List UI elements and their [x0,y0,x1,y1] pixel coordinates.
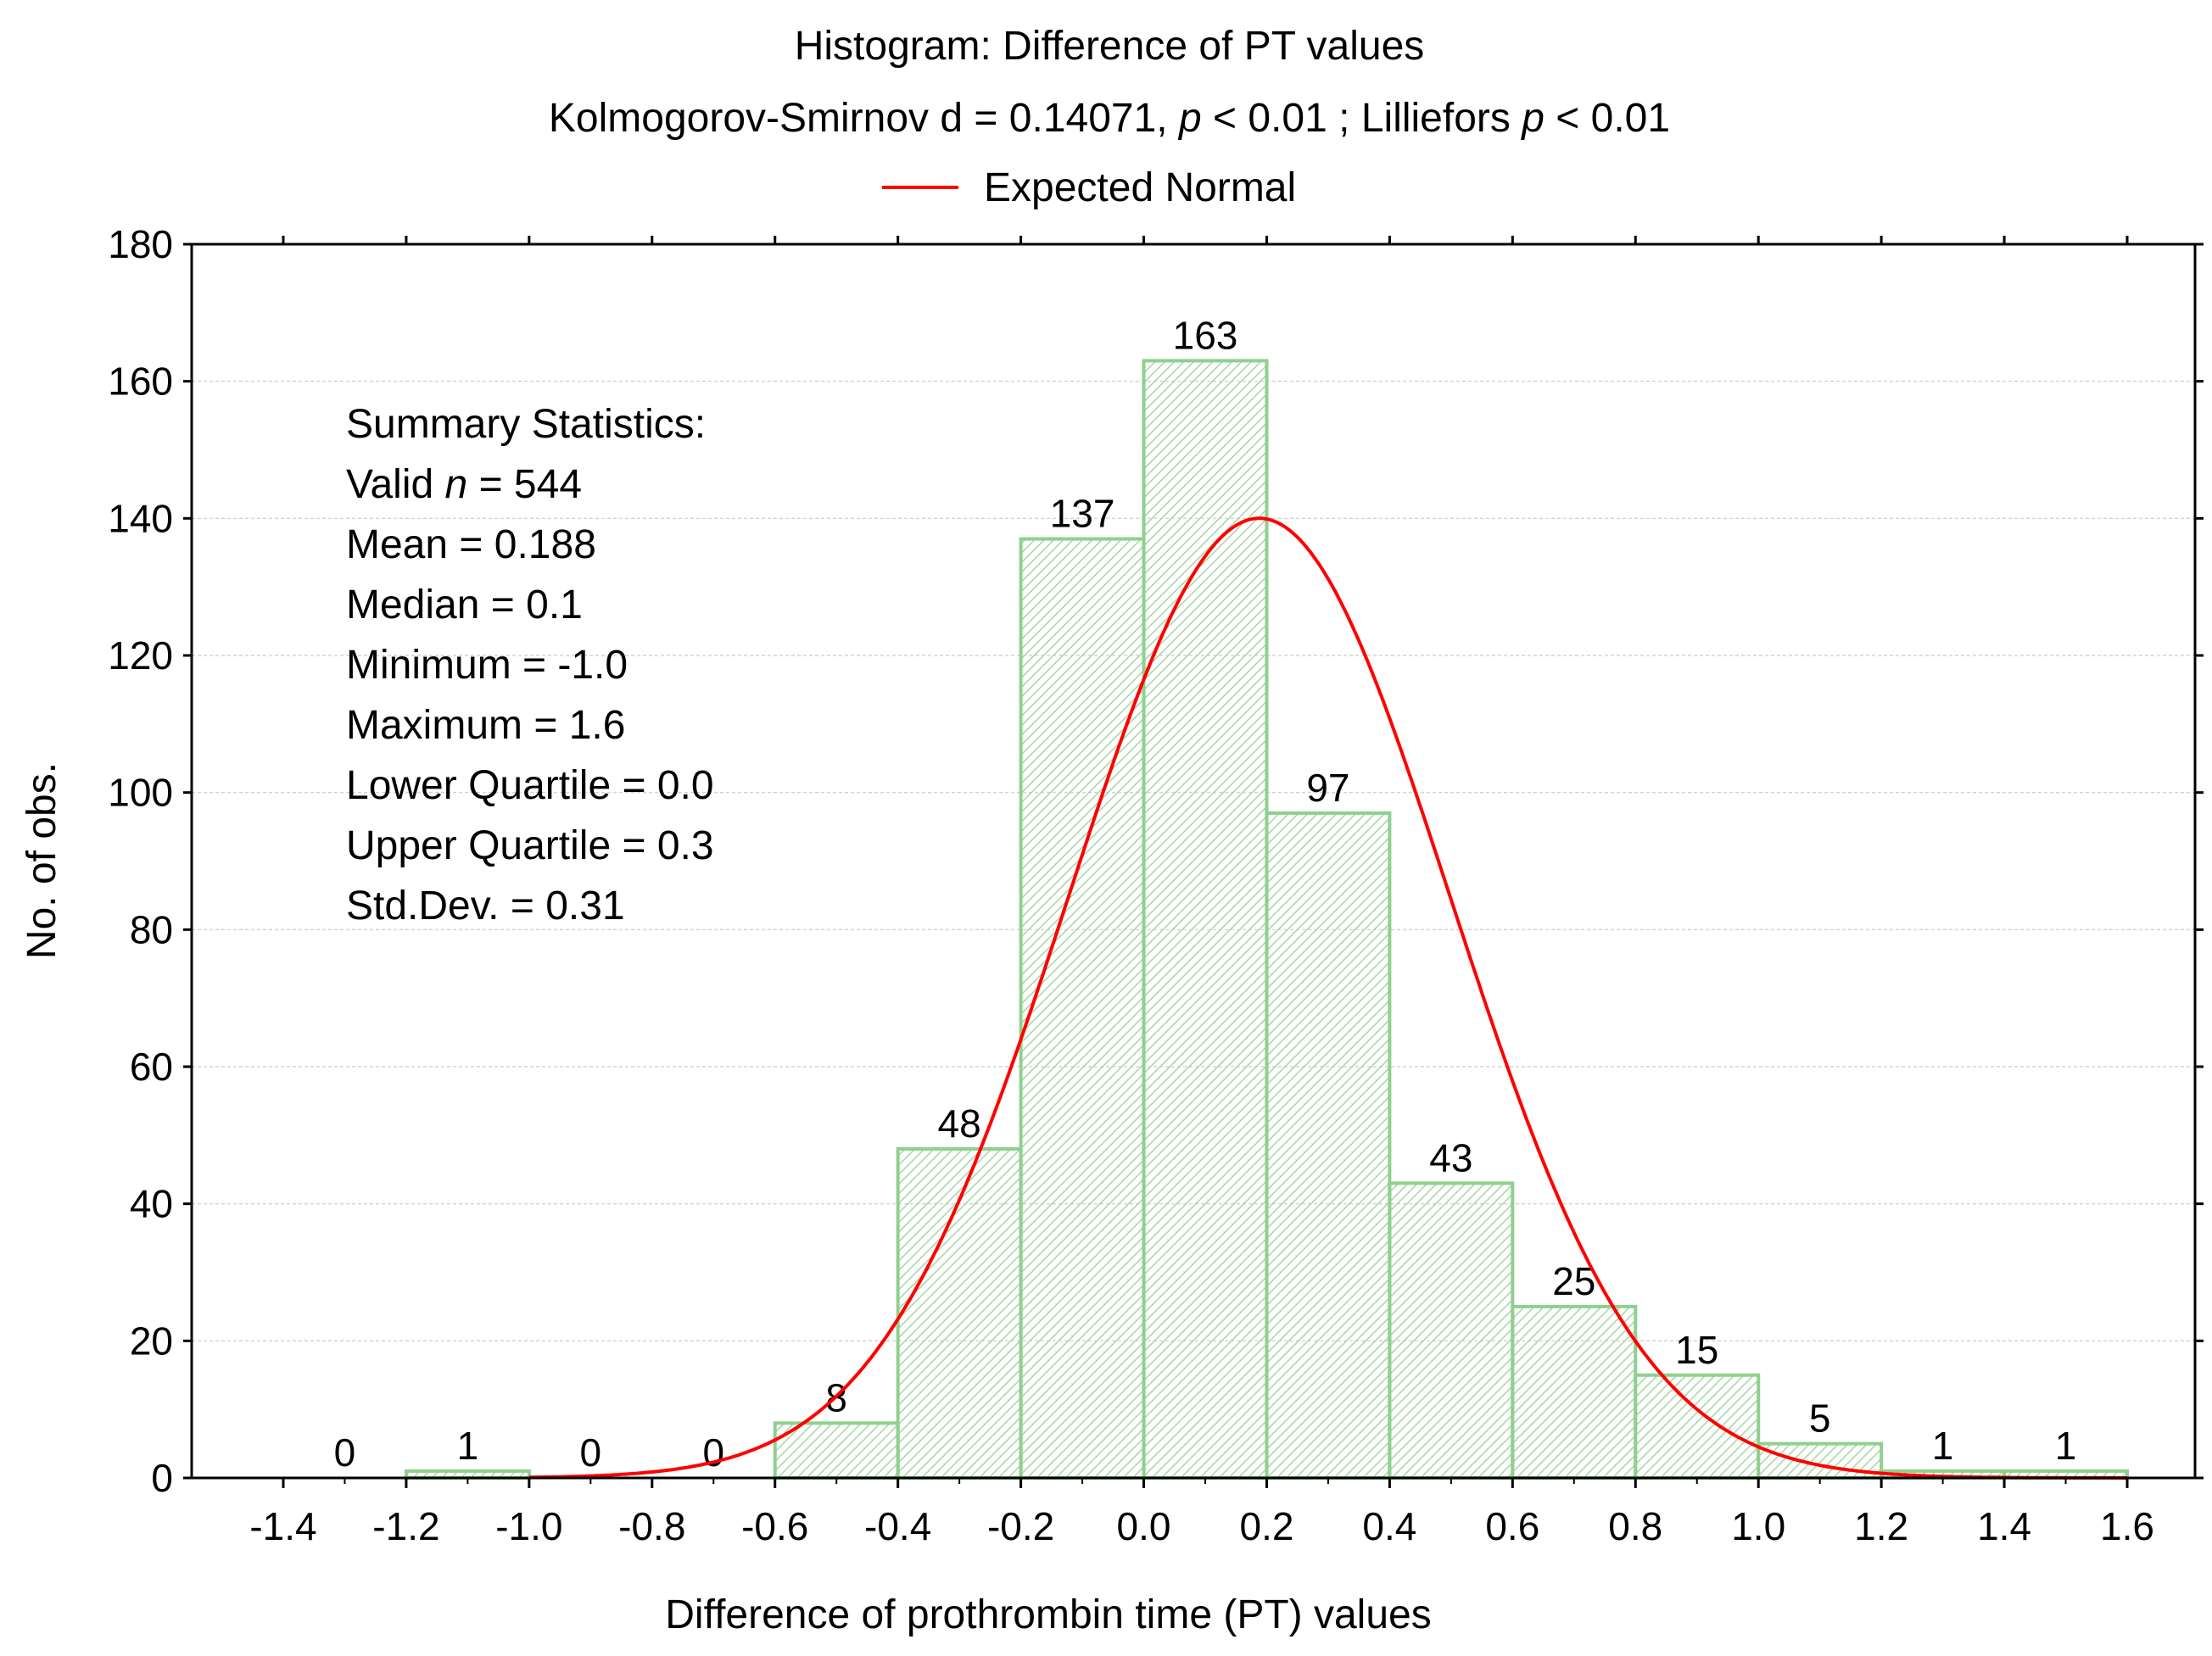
x-tick-label: 1.6 [2100,1504,2154,1548]
summary-minimum: Minimum = -1.0 [346,643,628,688]
histogram-bar [1757,1441,1884,1480]
plot-frame [190,243,2197,1480]
histogram-bar [1511,1304,1638,1480]
subtitle-mid: < 0.01 ; Lilliefors [1213,96,1511,141]
summary-valid-n-symbol: n [445,462,468,507]
x-tick-label: 1.0 [1731,1504,1785,1548]
y-tick-label: 140 [108,496,173,540]
legend-label: Expected Normal [984,165,1296,210]
x-tick-label: 0.2 [1239,1504,1293,1548]
subtitle-suffix: < 0.01 [1556,96,1670,141]
x-axis: -1.4 -1.2 -1.0 -0.8 -0.6 -0.4 -0.2 0.0 0.2 0.4 0.6… [249,236,2154,1548]
bar-value-label: 43 [1429,1135,1472,1179]
y-tick-label: 60 [130,1045,173,1089]
y-tick-label: 20 [130,1319,173,1363]
summary-median: Median = 0.1 [346,583,583,627]
subtitle-p1: p [1177,96,1202,141]
bar-value-label: 1 [457,1424,479,1468]
bar-value-label: 15 [1675,1328,1718,1372]
summary-heading: Summary Statistics: [346,402,706,447]
summary-mean: Mean = 0.188 [346,522,596,567]
x-tick-label: 1.2 [1854,1504,1908,1548]
bar-value-label: 0 [580,1430,602,1475]
bar-value-label: 97 [1306,766,1349,810]
x-tick-label: -0.2 [987,1504,1054,1548]
histogram-bars [404,359,2129,1480]
histogram-bar [773,1421,900,1480]
x-tick-label: -0.6 [741,1504,808,1548]
y-tick-label: 100 [108,771,173,815]
summary-upper-quartile: Upper Quartile = 0.3 [346,823,714,868]
histogram-bar [1388,1181,1515,1480]
x-tick-label: -1.2 [372,1504,439,1548]
y-tick-label: 80 [130,907,173,951]
expected-normal-curve [528,516,2127,1480]
y-tick-label: 180 [108,222,173,266]
x-tick-label: 0.4 [1362,1504,1416,1548]
subtitle-prefix: Kolmogorov-Smirnov d = 0.14071, [549,96,1168,141]
histogram-bar [1265,811,1392,1480]
bar-value-label: 163 [1173,313,1238,357]
x-tick-label: -0.8 [618,1504,685,1548]
x-tick-label: -1.0 [495,1504,562,1548]
y-tick-label: 40 [130,1182,173,1226]
chart-subtitle: Kolmogorov-Smirnov d = 0.14071, p < 0.01… [549,96,1670,141]
chart-title: Histogram: Difference of PT values [795,24,1425,69]
x-tick-label: -0.4 [864,1504,931,1548]
bar-value-label: 137 [1050,492,1115,536]
x-tick-label: 0.0 [1117,1504,1171,1548]
bar-value-label: 0 [334,1430,356,1475]
summary-maximum: Maximum = 1.6 [346,703,625,748]
x-tick-label: 1.4 [1977,1504,2031,1548]
summary-valid-suffix: = 544 [479,462,582,507]
summary-statistics: Summary Statistics: Valid n = 544 Mean =… [346,402,714,928]
summary-lower-quartile: Lower Quartile = 0.0 [346,763,714,808]
histogram-bar [1142,359,1269,1480]
summary-valid-prefix: Valid [346,462,433,507]
x-tick-label: 0.6 [1485,1504,1539,1548]
bar-value-label: 1 [2055,1424,2077,1468]
bar-value-label: 0 [702,1430,724,1475]
bar-value-label: 5 [1809,1397,1831,1441]
summary-std-dev: Std.Dev. = 0.31 [346,884,625,928]
x-axis-label: Difference of prothrombin time (PT) valu… [665,1592,1431,1637]
bar-value-label: 1 [1932,1424,1954,1468]
gridlines [192,380,2195,1342]
subtitle-p2: p [1520,96,1544,141]
y-axis-label: No. of obs. [20,762,64,959]
y-tick-label: 160 [108,360,173,404]
histogram-bar [1634,1373,1761,1480]
x-tick-label: 0.8 [1608,1504,1662,1548]
histogram-bar [1019,537,1146,1480]
summary-valid-n: Valid n = 544 [346,462,582,507]
y-tick-label: 0 [151,1456,173,1500]
legend: Expected Normal [882,165,1296,210]
bar-value-label: 48 [938,1101,981,1146]
x-tick-label: -1.4 [249,1504,316,1548]
bar-value-label: 25 [1552,1259,1595,1303]
y-tick-label: 120 [108,633,173,677]
